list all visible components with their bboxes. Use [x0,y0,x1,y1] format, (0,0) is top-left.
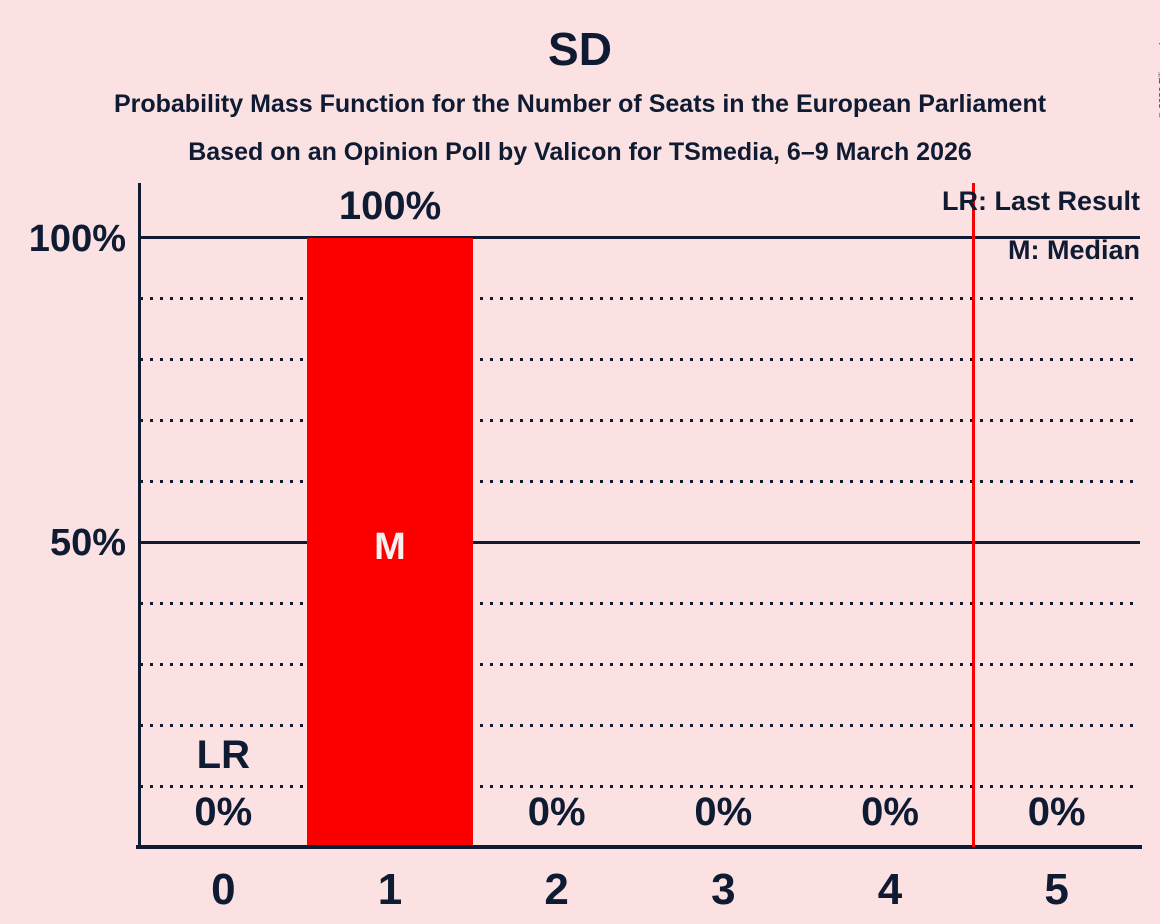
reference-line [971,183,975,847]
median-marker-label: M [374,526,406,568]
gridline-90pct [140,297,1140,300]
x-tick-label-0: 0 [211,865,236,914]
y-axis-line [138,183,141,849]
median-bar [306,238,474,847]
gridline-80pct [140,358,1140,361]
y-tick-label-100: 100% [28,218,126,260]
y-tick-label-50: 50% [49,522,126,564]
chart-subtitle-line1: Probability Mass Function for the Number… [113,90,1047,118]
bar-value-label-5: 0% [1027,790,1086,834]
x-tick-label-2: 2 [544,865,569,914]
chart-subtitle-line2: Based on an Opinion Poll by Valicon for … [188,138,972,166]
last-result-marker-label: LR [196,733,250,777]
x-tick-label-5: 5 [1044,865,1069,914]
legend-median: M: Median [1008,235,1140,265]
gridline-10pct [140,785,1140,788]
chart-title: SD [548,23,612,75]
x-axis-line [136,845,1142,849]
gridline-50pct [140,541,1140,544]
bar-value-label-1: 100% [338,184,442,228]
gridline-20pct [140,724,1140,727]
bar-value-label-2: 0% [527,790,586,834]
bar-value-label-4: 0% [861,790,919,834]
gridline-100pct [140,236,1140,239]
bar-value-label-3: 0% [694,790,753,834]
gridline-70pct [140,419,1140,422]
gridline-30pct [140,663,1140,666]
x-tick-label-4: 4 [877,865,903,914]
gridline-60pct [140,480,1140,483]
bar-value-label-0: 0% [194,790,253,834]
x-tick-label-1: 1 [377,865,403,914]
legend-last-result: LR: Last Result [941,186,1140,216]
x-tick-label-3: 3 [711,865,736,914]
gridline-40pct [140,602,1140,605]
